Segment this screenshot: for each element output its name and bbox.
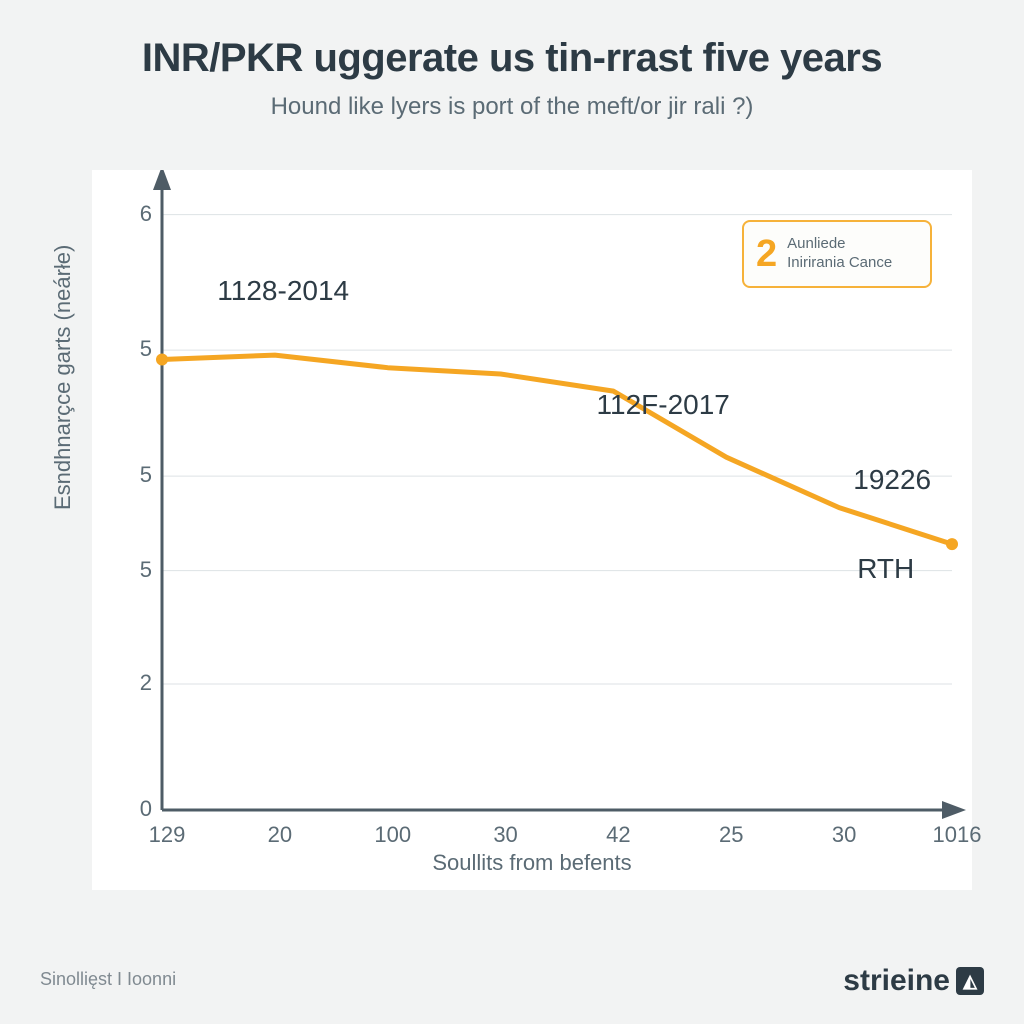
x-tick-label: 100	[363, 822, 423, 848]
chart-annotation: 19226	[853, 464, 931, 496]
chart-area: 2 Aunliede Inirirania Cance Soullits fro…	[92, 170, 972, 890]
legend-line1: Aunliede	[787, 235, 892, 254]
y-tick-label: 2	[112, 670, 152, 696]
y-tick-label: 5	[112, 462, 152, 488]
y-axis-label: Esndhnarçce garts (neárłe)	[50, 245, 76, 510]
x-tick-label: 129	[137, 822, 197, 848]
x-tick-label: 30	[476, 822, 536, 848]
title-block: INR/PKR uggerate us tin-rrast five years…	[0, 0, 1024, 121]
legend-box: 2 Aunliede Inirirania Cance	[742, 220, 932, 288]
x-tick-label: 30	[814, 822, 874, 848]
legend-line2: Inirirania Cance	[787, 254, 892, 273]
legend-number: 2	[756, 235, 777, 273]
footer-source: Sinollięst I Ioonni	[40, 969, 176, 990]
chart-subtitle: Hound like lyers is port of the meft/or …	[0, 93, 1024, 121]
chart-title: INR/PKR uggerate us tin-rrast five years	[0, 36, 1024, 81]
y-tick-label: 0	[112, 796, 152, 822]
y-tick-label: 5	[112, 557, 152, 583]
y-tick-label: 6	[112, 201, 152, 227]
x-tick-label: 42	[588, 822, 648, 848]
brand-name: strieine	[843, 964, 950, 998]
chart-annotation: RTH	[857, 553, 914, 585]
x-tick-label: 20	[250, 822, 310, 848]
x-tick-label: 25	[701, 822, 761, 848]
x-axis-label: Soullits from befents	[92, 850, 972, 876]
chart-annotation: 1128-2014	[217, 275, 349, 307]
chart-annotation: 112F-2017	[597, 389, 730, 421]
brand-icon: ◭	[956, 967, 984, 995]
x-tick-label: 1016	[927, 822, 987, 848]
y-tick-label: 5	[112, 336, 152, 362]
brand-logo: strieine ◭	[843, 964, 984, 998]
legend-text: Aunliede Inirirania Cance	[787, 235, 892, 273]
